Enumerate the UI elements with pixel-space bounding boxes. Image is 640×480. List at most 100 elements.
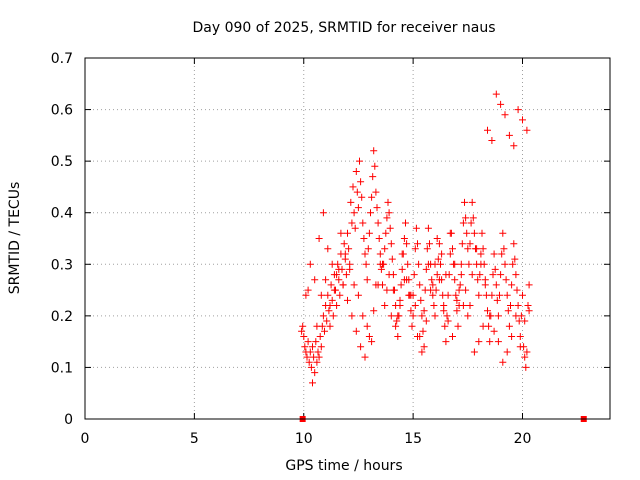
data-point [442,271,450,279]
data-point [387,240,395,248]
data-point [385,209,393,217]
data-point [433,271,441,279]
data-point [407,307,415,315]
data-point [494,312,502,320]
data-point [326,322,334,330]
data-point [468,198,476,206]
data-point [524,302,532,309]
data-point [379,260,386,268]
data-point [368,338,376,346]
data-point [352,327,360,335]
data-point [358,193,366,201]
data-point [491,265,499,273]
data-point [385,271,393,279]
plot-frame [84,57,611,420]
data-point [474,276,482,284]
data-point [461,198,468,206]
data-point [337,229,345,237]
data-point [402,219,409,227]
data-point [299,322,307,330]
data-point [430,302,438,309]
data-point [484,307,491,315]
data-point [317,291,325,299]
data-point [484,126,491,134]
data-point [470,348,478,356]
data-point [348,312,356,320]
data-point [359,312,367,320]
x-tick-label: 5 [190,431,199,447]
data-point [464,245,472,253]
data-point [359,219,367,227]
data-point [373,204,381,212]
data-point [311,369,319,377]
data-point [404,260,412,268]
data-point [514,106,522,114]
data-point [304,286,312,294]
data-point [429,281,437,289]
data-point [440,302,448,309]
data-point [521,317,529,325]
data-point [323,317,331,325]
data-point [434,255,442,263]
data-point [360,235,368,242]
data-point [429,291,437,299]
x-tick-label: 15 [404,431,422,447]
data-point [456,281,464,289]
data-point [368,193,376,201]
data-point [501,260,509,268]
data-point [428,276,436,284]
data-point [313,322,321,330]
data-point [383,214,391,222]
data-point [449,245,456,253]
data-point [464,312,472,320]
data-point [427,286,435,294]
data-point [507,302,514,309]
data-point [489,271,497,279]
y-tick-label: 0.4 [51,206,73,222]
data-point [414,333,421,340]
data-point [453,307,461,315]
data-point [454,322,462,330]
data-point [367,209,374,217]
data-point [514,302,522,309]
data-point [357,343,365,351]
data-point [455,286,463,294]
data-point [300,333,308,340]
data-point [417,296,425,304]
data-point [376,250,384,258]
data-point [490,327,498,335]
data-point [339,281,347,289]
data-point [492,281,500,289]
data-point [344,296,351,304]
data-point [361,250,369,258]
data-point [326,302,334,309]
data-point [397,281,405,289]
data-point [411,302,419,309]
data-point [453,296,461,304]
data-point [475,291,483,299]
data-points [298,90,587,422]
data-point [314,348,322,356]
data-point [362,260,370,268]
data-point [316,333,324,340]
data-point [523,348,531,356]
data-point [457,271,465,279]
data-point [302,291,310,299]
data-point [387,312,395,320]
data-point [394,312,402,320]
data-point [469,214,477,222]
data-point [322,276,330,284]
data-point [301,343,309,351]
data-point [441,322,449,330]
data-point [418,348,426,356]
data-point [510,240,518,248]
data-point [420,343,428,351]
data-point [435,276,443,284]
data-point [435,240,443,248]
data-point [374,281,382,289]
data-point [340,240,348,248]
data-point [511,255,519,263]
data-point [459,302,467,309]
data-point [398,265,406,273]
data-point [414,240,421,248]
